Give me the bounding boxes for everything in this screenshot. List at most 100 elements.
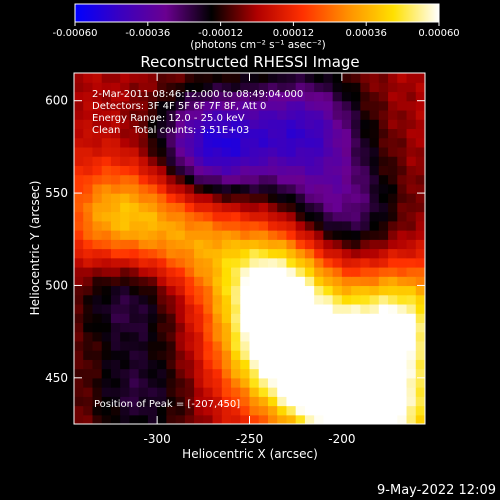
heatmap-cell bbox=[147, 193, 158, 203]
heatmap-cell bbox=[360, 340, 371, 351]
heatmap-cell bbox=[267, 183, 278, 194]
heatmap-cell bbox=[231, 100, 241, 111]
heatmap-cell bbox=[388, 294, 398, 305]
heatmap-cell bbox=[147, 156, 158, 166]
heatmap-cell bbox=[110, 303, 121, 314]
heatmap-cell bbox=[147, 405, 158, 416]
heatmap-cell bbox=[267, 359, 278, 370]
heatmap-cell bbox=[92, 396, 103, 407]
heatmap-cell bbox=[175, 322, 186, 333]
heatmap-cell bbox=[184, 220, 195, 231]
heatmap-cell bbox=[277, 174, 288, 185]
heatmap-cell bbox=[277, 276, 288, 287]
heatmap-cell bbox=[378, 109, 389, 120]
heatmap-cell bbox=[267, 73, 278, 83]
heatmap-cell bbox=[295, 128, 306, 139]
heatmap-cell bbox=[194, 128, 204, 139]
heatmap-cell bbox=[415, 405, 425, 416]
heatmap-cell bbox=[157, 368, 167, 379]
heatmap-cell bbox=[258, 414, 269, 424]
heatmap-cell bbox=[120, 109, 131, 120]
heatmap-cell bbox=[369, 285, 380, 296]
heatmap-cell bbox=[267, 257, 278, 268]
heatmap-cell bbox=[221, 82, 232, 93]
heatmap-cell bbox=[92, 313, 103, 323]
heatmap-cell bbox=[194, 248, 204, 259]
heatmap-cell bbox=[83, 211, 94, 222]
heatmap-cell bbox=[267, 220, 278, 231]
heatmap-cell bbox=[369, 239, 380, 250]
heatmap-cell bbox=[203, 82, 214, 93]
colorbar-tick-label: 0.00012 bbox=[273, 28, 314, 39]
heatmap-cell bbox=[110, 73, 121, 83]
heatmap-cell bbox=[397, 359, 408, 370]
heatmap-cell bbox=[295, 257, 306, 268]
heatmap-cell bbox=[397, 331, 408, 342]
heatmap-cell bbox=[314, 285, 324, 296]
heatmap-cell bbox=[397, 276, 408, 287]
heatmap-cell bbox=[212, 405, 223, 416]
heatmap-cell bbox=[138, 183, 149, 194]
heatmap-cell bbox=[314, 183, 324, 194]
heatmap-cell bbox=[184, 331, 195, 342]
heatmap-cell bbox=[388, 405, 398, 416]
heatmap-cell bbox=[277, 183, 288, 194]
heatmap-cell bbox=[314, 294, 324, 305]
heatmap-cell bbox=[388, 368, 398, 379]
heatmap-cell bbox=[360, 100, 371, 111]
heatmap-cell bbox=[332, 211, 343, 222]
heatmap-cell bbox=[277, 128, 288, 139]
heatmap-cell bbox=[203, 119, 214, 130]
heatmap-cell bbox=[203, 193, 214, 203]
heatmap-cell bbox=[267, 156, 278, 166]
heatmap-cell bbox=[110, 248, 121, 259]
heatmap-cell bbox=[175, 128, 186, 139]
heatmap-cell bbox=[249, 294, 260, 305]
heatmap-cell bbox=[92, 377, 103, 388]
heatmap-cell bbox=[267, 211, 278, 222]
heatmap-cell bbox=[351, 91, 361, 102]
heatmap-cell bbox=[74, 331, 84, 342]
annotation-block: 2-Mar-2011 08:46:12.000 to 08:49:04.000 … bbox=[92, 89, 303, 136]
heatmap-cell bbox=[83, 156, 94, 166]
heatmap-cell bbox=[231, 239, 241, 250]
heatmap-cell bbox=[397, 211, 408, 222]
heatmap-cell bbox=[397, 109, 408, 120]
heatmap-cell bbox=[231, 202, 241, 213]
colorbar-unit-label: (photons cm⁻² s⁻¹ asec⁻²) bbox=[190, 39, 325, 51]
heatmap-cell bbox=[166, 331, 177, 342]
heatmap-cell bbox=[74, 91, 84, 102]
heatmap-cell bbox=[277, 359, 288, 370]
heatmap-cell bbox=[147, 313, 158, 323]
heatmap-cell bbox=[138, 165, 149, 176]
heatmap-cell bbox=[304, 202, 315, 213]
heatmap-cell bbox=[120, 276, 131, 287]
heatmap-cell bbox=[267, 322, 278, 333]
heatmap-cell bbox=[92, 266, 103, 277]
heatmap-cell bbox=[101, 82, 112, 93]
colorbar-tick-label: -0.00012 bbox=[198, 28, 243, 39]
heatmap-cell bbox=[175, 146, 186, 157]
heatmap-cell bbox=[212, 313, 223, 323]
y-tick-label: 550 bbox=[45, 186, 68, 200]
heatmap-cell bbox=[249, 128, 260, 139]
heatmap-cell bbox=[360, 359, 371, 370]
heatmap-cell bbox=[415, 128, 425, 139]
heatmap-cell bbox=[341, 239, 352, 250]
heatmap-cell bbox=[314, 322, 324, 333]
heatmap-cell bbox=[406, 359, 417, 370]
heatmap-cell bbox=[360, 414, 371, 424]
heatmap-cell bbox=[110, 414, 121, 424]
heatmap-cell bbox=[101, 368, 112, 379]
heatmap-cell bbox=[341, 183, 352, 194]
heatmap-cell bbox=[397, 285, 408, 296]
heatmap-cell bbox=[83, 387, 94, 397]
heatmap-cell bbox=[267, 331, 278, 342]
heatmap-cell bbox=[92, 91, 103, 102]
heatmap-cell bbox=[323, 165, 334, 176]
heatmap-cell bbox=[110, 230, 121, 240]
heatmap-cell bbox=[138, 303, 149, 314]
heatmap-cell bbox=[378, 193, 389, 203]
colorbar-tick-label: -0.00036 bbox=[125, 28, 170, 39]
heatmap-cell bbox=[388, 128, 398, 139]
